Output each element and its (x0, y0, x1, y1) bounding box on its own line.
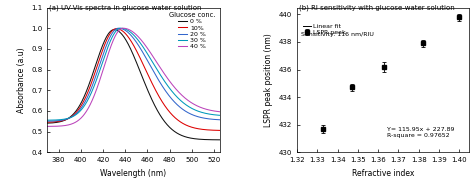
20 % (217, 119, 222, 121)
40 % (62, 124, 68, 127)
0 % (179, 134, 185, 137)
Text: Y= 115.95x + 227.89
R-square = 0.97652: Y= 115.95x + 227.89 R-square = 0.97652 (387, 127, 454, 138)
40 % (217, 111, 222, 113)
0 % (45, 122, 50, 124)
Y-axis label: LSPR peak position (nm): LSPR peak position (nm) (264, 33, 273, 127)
40 % (45, 125, 50, 127)
40 % (163, 75, 169, 77)
10% (120, 30, 126, 33)
30 % (45, 119, 50, 121)
Legend: 0 %, 10%, 20 %, 30 %, 40 %: 0 %, 10%, 20 %, 30 %, 40 % (168, 11, 217, 51)
30 % (182, 103, 188, 105)
10% (179, 122, 185, 124)
0 % (114, 29, 120, 32)
Legend: Linear fit, LSPR peak: Linear fit, LSPR peak (302, 22, 347, 36)
0 % (111, 29, 117, 31)
0 % (120, 35, 126, 37)
20 % (45, 120, 50, 122)
10% (163, 106, 169, 108)
30 % (62, 118, 68, 120)
30 % (217, 114, 222, 116)
Text: (b) RI sensitivity with glucose-water solution: (b) RI sensitivity with glucose-water so… (299, 4, 455, 11)
Line: 40 %: 40 % (47, 28, 219, 126)
X-axis label: Wavelength (nm): Wavelength (nm) (100, 169, 166, 178)
40 % (120, 27, 126, 29)
0 % (217, 139, 222, 141)
Text: (a) UV-Vis spectra in glucose-water solution: (a) UV-Vis spectra in glucose-water solu… (49, 4, 201, 11)
0 % (163, 122, 169, 124)
20 % (116, 27, 121, 29)
Line: 10%: 10% (47, 29, 219, 130)
20 % (182, 110, 188, 112)
30 % (114, 29, 120, 31)
40 % (182, 97, 188, 99)
0 % (62, 119, 68, 121)
0 % (182, 136, 188, 138)
40 % (120, 27, 126, 29)
20 % (163, 90, 169, 92)
20 % (114, 27, 120, 30)
20 % (179, 108, 185, 110)
20 % (62, 118, 68, 121)
30 % (179, 100, 185, 103)
30 % (120, 27, 126, 30)
40 % (179, 94, 185, 96)
Line: 30 %: 30 % (47, 28, 219, 120)
10% (45, 121, 50, 123)
30 % (163, 82, 169, 84)
30 % (118, 27, 124, 29)
20 % (120, 28, 126, 30)
Line: 20 %: 20 % (47, 28, 219, 121)
10% (113, 27, 119, 30)
Y-axis label: Absorbance (a.u): Absorbance (a.u) (17, 47, 26, 113)
10% (182, 123, 188, 126)
10% (62, 119, 68, 121)
10% (114, 27, 120, 30)
40 % (114, 32, 120, 34)
Text: Sensitivity: 116 nm/RIU: Sensitivity: 116 nm/RIU (301, 32, 374, 37)
10% (217, 129, 222, 132)
X-axis label: Refractive index: Refractive index (352, 169, 414, 178)
Line: 0 %: 0 % (47, 30, 219, 140)
